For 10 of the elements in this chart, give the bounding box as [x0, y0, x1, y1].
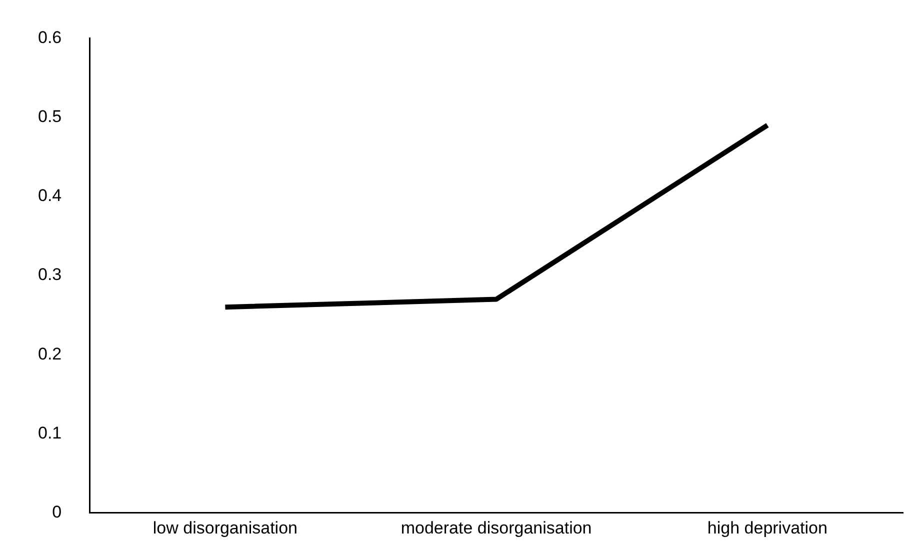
y-tick-label: 0.1 — [38, 423, 62, 442]
y-tick-label: 0.6 — [38, 28, 62, 47]
y-tick-label: 0.2 — [38, 344, 62, 364]
y-tick-label: 0.5 — [38, 106, 62, 126]
x-tick-label: moderate disorganisation — [400, 518, 592, 538]
y-tick-label: 0.3 — [38, 265, 62, 284]
x-tick-label: low disorganisation — [152, 518, 298, 538]
y-tick-label: 0.4 — [38, 186, 62, 206]
y-tick-label: 0 — [52, 502, 62, 522]
x-tick-label: high deprivation — [707, 518, 828, 538]
